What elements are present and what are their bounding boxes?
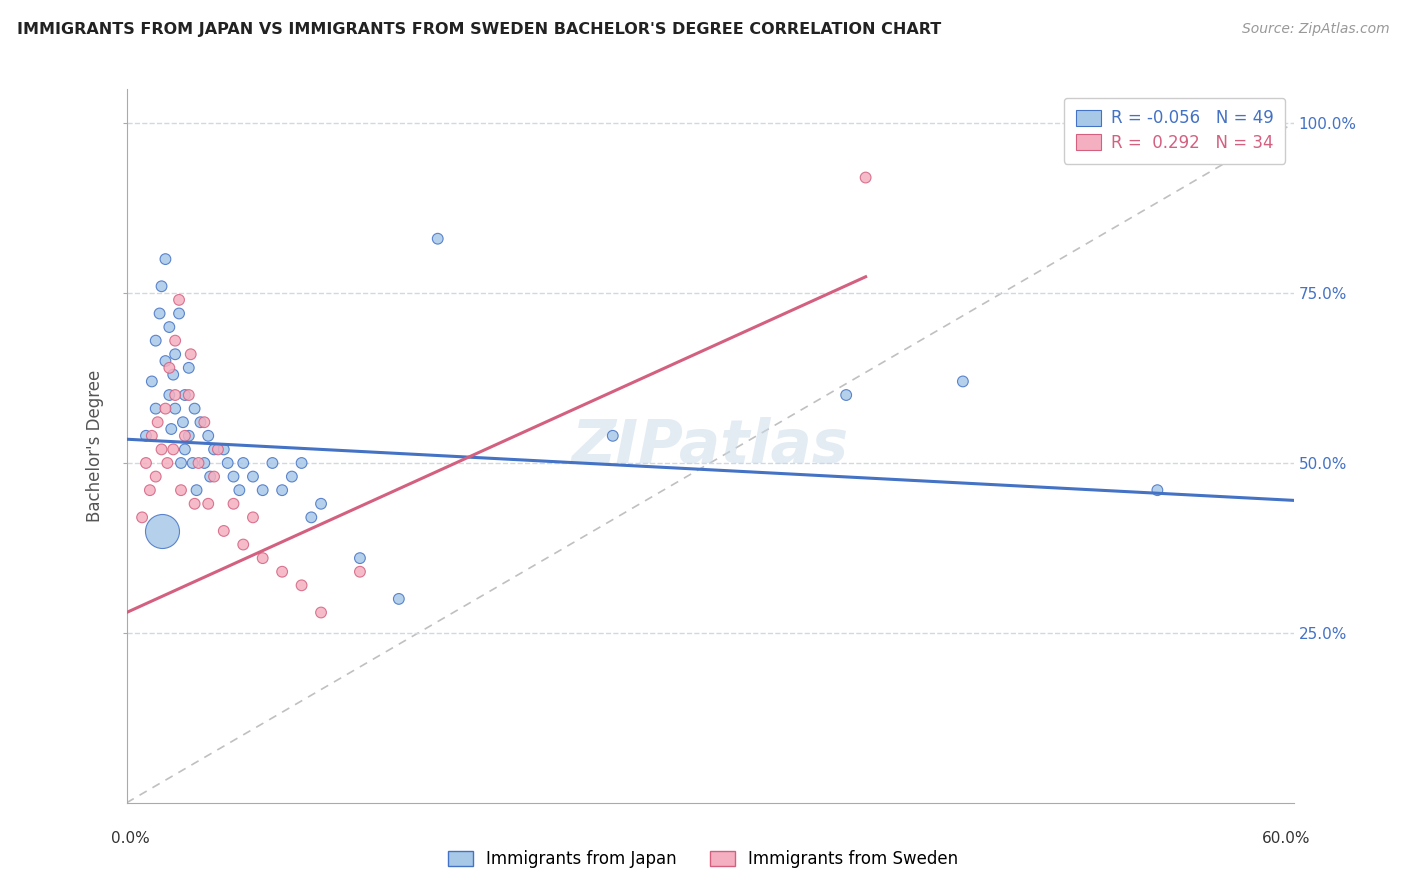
Point [835, 388, 858, 402]
Legend: Immigrants from Japan, Immigrants from Sweden: Immigrants from Japan, Immigrants from S… [441, 844, 965, 875]
Point [197, 429, 219, 443]
Point [162, 442, 184, 457]
Point [602, 429, 624, 443]
Point [349, 565, 371, 579]
Point [952, 375, 974, 389]
Text: ZIPatlas: ZIPatlas [571, 417, 849, 475]
Point [135, 429, 157, 443]
Point [232, 456, 254, 470]
Point [232, 537, 254, 551]
Point [262, 456, 284, 470]
Point [139, 483, 162, 498]
Point [186, 483, 208, 498]
Text: 60.0%: 60.0% [1263, 831, 1310, 846]
Text: 0.0%: 0.0% [111, 831, 150, 846]
Point [162, 368, 184, 382]
Point [157, 320, 180, 334]
Point [177, 360, 200, 375]
Point [180, 347, 202, 361]
Point [1146, 483, 1168, 498]
Point [242, 469, 264, 483]
Point [299, 510, 322, 524]
Point [183, 401, 205, 416]
Point [290, 456, 312, 470]
Point [146, 415, 169, 429]
Text: IMMIGRANTS FROM JAPAN VS IMMIGRANTS FROM SWEDEN BACHELOR'S DEGREE CORRELATION CH: IMMIGRANTS FROM JAPAN VS IMMIGRANTS FROM… [17, 22, 941, 37]
Point [190, 415, 212, 429]
Point [131, 510, 153, 524]
Point [174, 429, 197, 443]
Point [165, 401, 187, 416]
Point [193, 415, 215, 429]
Point [157, 388, 180, 402]
Point [141, 429, 163, 443]
Point [212, 524, 235, 538]
Point [217, 456, 239, 470]
Point [156, 456, 179, 470]
Point [426, 232, 449, 246]
Point [170, 483, 193, 498]
Point [193, 456, 215, 470]
Text: Source: ZipAtlas.com: Source: ZipAtlas.com [1241, 22, 1389, 37]
Point [174, 442, 197, 457]
Point [281, 469, 304, 483]
Point [181, 456, 204, 470]
Point [145, 334, 167, 348]
Point [150, 524, 173, 538]
Point [202, 469, 225, 483]
Point [222, 469, 245, 483]
Point [145, 401, 167, 416]
Point [252, 483, 274, 498]
Point [197, 497, 219, 511]
Point [187, 456, 209, 470]
Point [145, 469, 167, 483]
Point [198, 469, 221, 483]
Point [222, 497, 245, 511]
Point [309, 606, 332, 620]
Point [212, 442, 235, 457]
Point [177, 388, 200, 402]
Point [149, 306, 172, 320]
Point [207, 442, 229, 457]
Point [165, 347, 187, 361]
Point [172, 415, 194, 429]
Point [170, 456, 193, 470]
Point [155, 401, 177, 416]
Point [177, 429, 200, 443]
Point [157, 360, 180, 375]
Point [309, 497, 332, 511]
Point [160, 422, 183, 436]
Point [183, 497, 205, 511]
Point [165, 388, 187, 402]
Point [141, 375, 163, 389]
Point [252, 551, 274, 566]
Point [271, 565, 294, 579]
Point [290, 578, 312, 592]
Legend: R = -0.056   N = 49, R =  0.292   N = 34: R = -0.056 N = 49, R = 0.292 N = 34 [1064, 97, 1285, 163]
Point [855, 170, 877, 185]
Point [155, 252, 177, 266]
Point [165, 334, 187, 348]
Point [167, 293, 190, 307]
Point [242, 510, 264, 524]
Point [174, 388, 197, 402]
Point [202, 442, 225, 457]
Point [388, 591, 411, 606]
Point [271, 483, 294, 498]
Point [150, 279, 173, 293]
Y-axis label: Bachelor's Degree: Bachelor's Degree [86, 370, 104, 522]
Point [167, 306, 190, 320]
Point [349, 551, 371, 566]
Point [228, 483, 250, 498]
Point [135, 456, 157, 470]
Point [150, 442, 173, 457]
Point [155, 354, 177, 368]
